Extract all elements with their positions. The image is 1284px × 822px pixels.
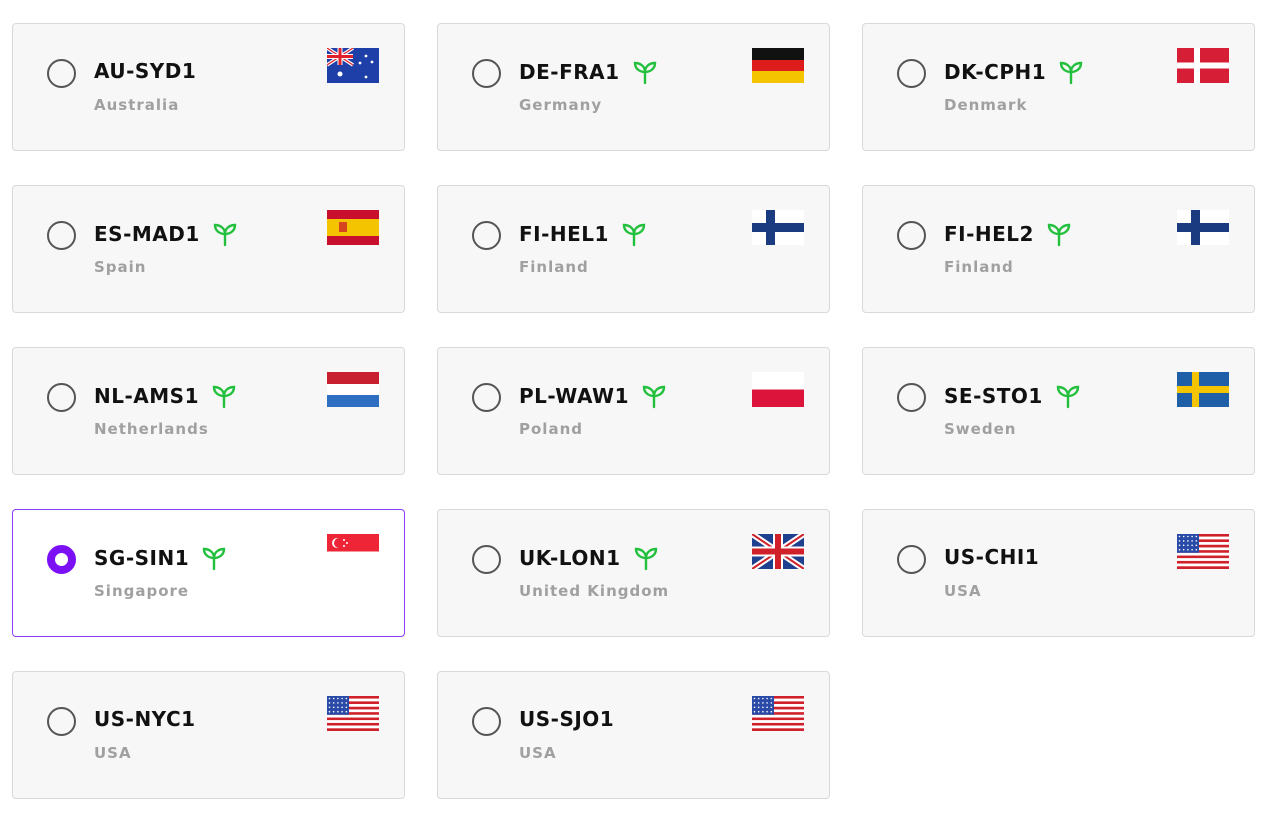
region-country: USA [519,744,557,762]
eco-leaf-icon [1056,385,1080,409]
region-card-es-mad1[interactable]: ES-MAD1 Spain [12,185,405,313]
dk-flag-icon [1177,48,1229,83]
region-country: USA [94,744,132,762]
radio-button[interactable] [472,545,501,574]
pl-flag-icon [752,372,804,407]
region-name-row: SE-STO1 [944,383,1081,409]
region-code: US-SJO1 [519,707,615,731]
region-name-row: US-NYC1 [94,707,196,731]
nl-flag-icon [327,372,379,407]
region-code: PL-WAW1 [519,384,630,408]
region-card-us-sjo1[interactable]: US-SJO1 USA [437,671,830,799]
radio-button[interactable] [47,383,76,412]
region-country: Australia [94,96,180,114]
region-card-us-nyc1[interactable]: US-NYC1 USA [12,671,405,799]
region-name-row: SG-SIN1 [94,545,227,571]
region-card-pl-waw1[interactable]: PL-WAW1 Poland [437,347,830,475]
fi-flag-icon [1177,210,1229,245]
us-flag-icon [1177,534,1229,569]
region-country: United Kingdom [519,582,670,600]
gb-flag-icon [752,534,804,569]
region-code: DE-FRA1 [519,60,620,84]
region-country: Germany [519,96,603,114]
radio-button[interactable] [47,707,76,736]
region-code: FI-HEL2 [944,222,1034,246]
eco-leaf-icon [202,547,226,571]
region-card-fi-hel1[interactable]: FI-HEL1 Finland [437,185,830,313]
fi-flag-icon [752,210,804,245]
radio-button[interactable] [897,59,926,88]
radio-button[interactable] [897,221,926,250]
region-name-row: DE-FRA1 [519,59,658,85]
region-card-dk-cph1[interactable]: DK-CPH1 Denmark [862,23,1255,151]
region-country: Poland [519,420,583,438]
us-flag-icon [327,696,379,731]
region-country: Sweden [944,420,1017,438]
region-name-row: UK-LON1 [519,545,659,571]
region-card-uk-lon1[interactable]: UK-LON1 United Kingdom [437,509,830,637]
region-name-row: PL-WAW1 [519,383,667,409]
radio-button[interactable] [472,59,501,88]
eco-leaf-icon [622,223,646,247]
region-name-row: US-CHI1 [944,545,1039,569]
es-flag-icon [327,210,379,245]
region-card-us-chi1[interactable]: US-CHI1 USA [862,509,1255,637]
region-country: Finland [944,258,1014,276]
eco-leaf-icon [213,223,236,247]
eco-leaf-icon [1047,223,1071,247]
region-name-row: FI-HEL1 [519,221,647,247]
region-country: Spain [94,258,147,276]
eco-leaf-icon [212,385,236,409]
region-code: DK-CPH1 [944,60,1047,84]
de-flag-icon [752,48,804,83]
radio-button[interactable] [47,59,76,88]
region-code: NL-AMS1 [94,384,199,408]
region-code: SG-SIN1 [94,546,190,570]
region-code: SE-STO1 [944,384,1043,408]
region-code: US-CHI1 [944,545,1040,569]
region-country: Denmark [944,96,1028,114]
region-name-row: DK-CPH1 [944,59,1084,85]
region-name-row: NL-AMS1 [94,383,237,409]
region-name-row: ES-MAD1 [94,221,238,247]
us-flag-icon [752,696,804,731]
sg-flag-icon [327,534,379,569]
region-name-row: FI-HEL2 [944,221,1072,247]
region-code: ES-MAD1 [94,222,200,246]
radio-button[interactable] [47,545,76,574]
region-card-fi-hel2[interactable]: FI-HEL2 Finland [862,185,1255,313]
region-grid: AU-SYD1 Australia DE-FRA1 Germany DK-CPH… [12,23,1255,799]
region-name-row: AU-SYD1 [94,59,196,83]
region-card-nl-ams1[interactable]: NL-AMS1 Netherlands [12,347,405,475]
eco-leaf-icon [642,385,666,409]
se-flag-icon [1177,372,1229,407]
radio-button[interactable] [472,707,501,736]
region-country: USA [944,582,982,600]
region-code: UK-LON1 [519,546,621,570]
region-code: US-NYC1 [94,707,196,731]
radio-button[interactable] [897,545,926,574]
au-flag-icon [327,48,379,83]
region-country: Finland [519,258,589,276]
eco-leaf-icon [634,547,657,571]
region-code: FI-HEL1 [519,222,609,246]
region-country: Netherlands [94,420,209,438]
radio-button[interactable] [472,383,501,412]
region-name-row: US-SJO1 [519,707,614,731]
eco-leaf-icon [1059,61,1083,85]
region-card-sg-sin1[interactable]: SG-SIN1 Singapore [12,509,405,637]
region-country: Singapore [94,582,190,600]
radio-button[interactable] [897,383,926,412]
region-code: AU-SYD1 [94,59,197,83]
radio-button[interactable] [47,221,76,250]
region-card-de-fra1[interactable]: DE-FRA1 Germany [437,23,830,151]
radio-button[interactable] [472,221,501,250]
region-card-se-sto1[interactable]: SE-STO1 Sweden [862,347,1255,475]
region-card-au-syd1[interactable]: AU-SYD1 Australia [12,23,405,151]
eco-leaf-icon [633,61,656,85]
